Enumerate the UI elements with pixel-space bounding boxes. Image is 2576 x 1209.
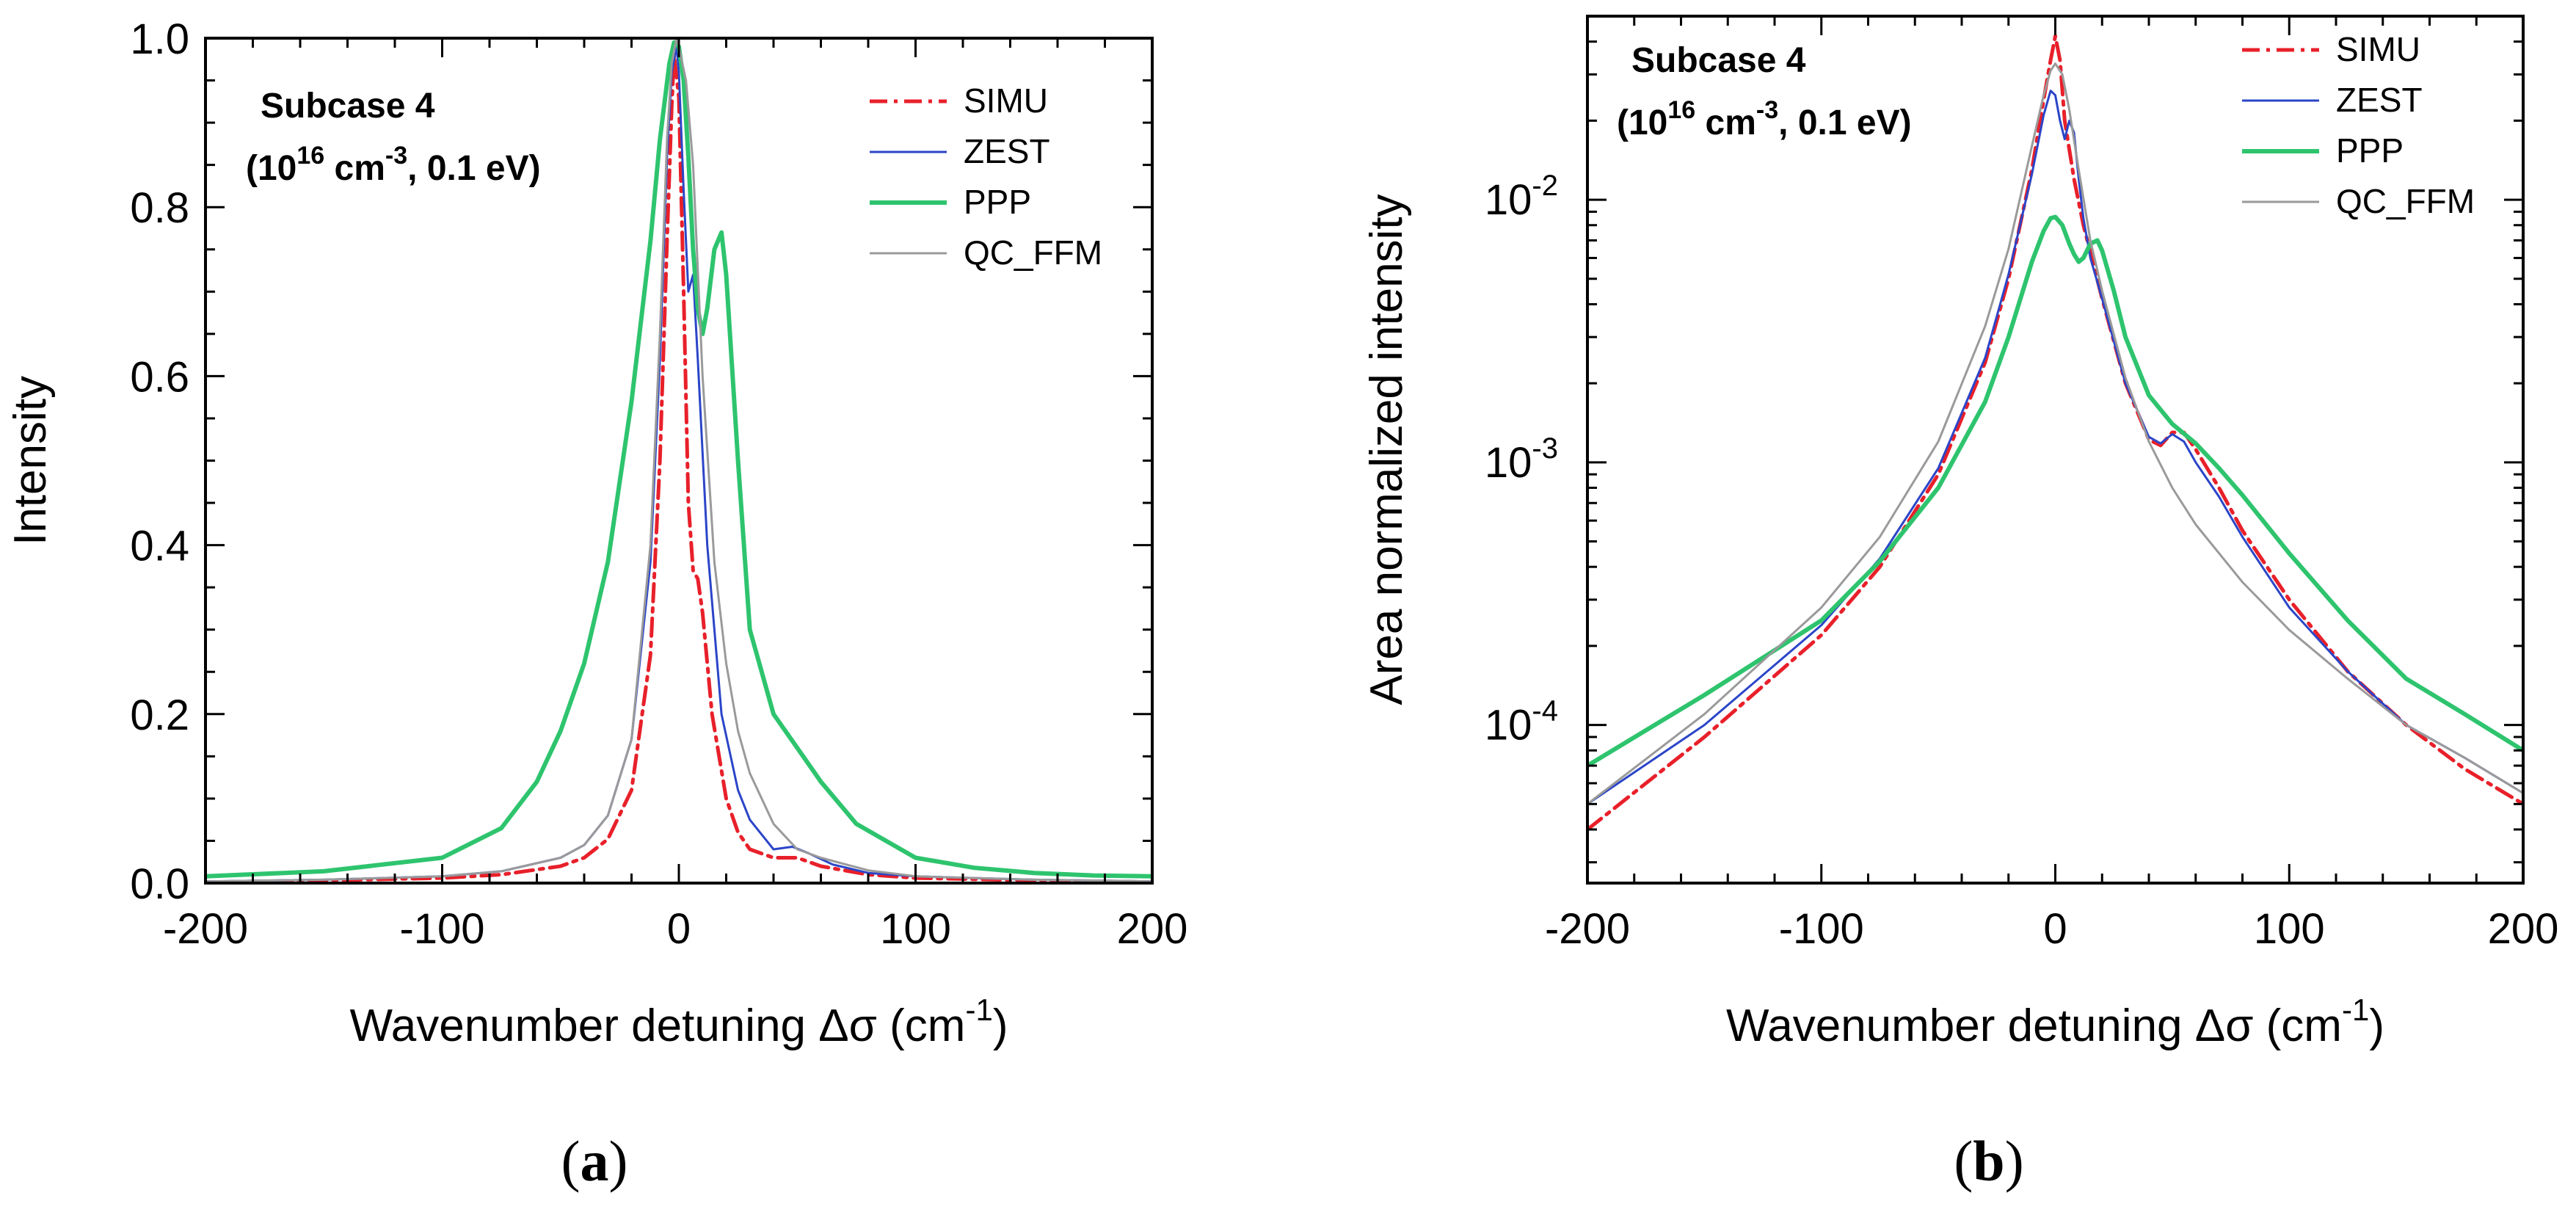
series-group [205, 38, 1152, 883]
series-zest-line [1587, 90, 2523, 805]
y-tick-label: 10-3 [1485, 432, 1558, 487]
x-tick-label: 100 [2254, 905, 2325, 953]
x-tick-label: 200 [2488, 905, 2559, 953]
x-tick-label: -200 [163, 905, 248, 953]
legend-label-ppp: PPP [2336, 131, 2404, 170]
legend-label-qc-ffm: QC_FFM [964, 233, 1102, 272]
subfigure-caption: (b) [1954, 1129, 2023, 1193]
y-tick-label: 0.8 [130, 184, 189, 232]
y-tick-label: 1.0 [130, 15, 189, 63]
annotation-title: Subcase 4 [1631, 41, 1806, 80]
x-tick-label: -100 [399, 905, 484, 953]
y-tick-label: 0.0 [130, 860, 189, 908]
legend-label-ppp: PPP [964, 183, 1031, 221]
y-tick-label: 0.2 [130, 691, 189, 739]
series-qc-ffm-line [1587, 62, 2523, 805]
y-tick-label: 0.6 [130, 353, 189, 401]
subfigure-caption: (a) [561, 1129, 628, 1193]
series-group [1587, 34, 2523, 832]
series-ppp-line [205, 40, 1152, 879]
x-axis-label: Wavenumber detuning Δσ (cm-1) [350, 992, 1008, 1051]
legend-label-simu: SIMU [964, 81, 1048, 120]
chart-b: -200 -100 0 100 200 10-4 10-3 10-2 Wavenumber de… [1361, 15, 2559, 1193]
annotation-params: (1016 cm-3, 0.1 eV) [1617, 96, 1912, 142]
y-tick-label: 0.4 [130, 523, 189, 570]
series-simu-line [205, 53, 1152, 883]
legend: SIMU ZEST PPP QC_FFM [870, 81, 1102, 272]
legend-label-simu: SIMU [2336, 30, 2420, 68]
legend-label-zest: ZEST [2336, 81, 2423, 119]
series-qc-ffm-line [205, 38, 1152, 883]
x-tick-label: 200 [1117, 905, 1188, 953]
x-tick-label: 0 [667, 905, 691, 953]
annotation-title: Subcase 4 [261, 87, 435, 126]
y-axis-label: Intensity [5, 376, 56, 545]
x-tick-label: 100 [880, 905, 951, 953]
x-tick-label: 0 [2043, 905, 2067, 953]
y-axis-label: Area normalized intensity [1361, 194, 1412, 705]
annotation-params: (1016 cm-3, 0.1 eV) [246, 142, 541, 188]
series-ppp-line [1587, 214, 2523, 768]
legend-label-qc-ffm: QC_FFM [2336, 182, 2475, 220]
legend: SIMU ZEST PPP QC_FFM [2242, 30, 2475, 220]
legend-label-zest: ZEST [964, 132, 1050, 170]
x-tick-label: -100 [1779, 905, 1864, 953]
x-tick-label: -200 [1545, 905, 1630, 953]
y-tick-label: 10-2 [1485, 170, 1558, 224]
y-tick-label: 10-4 [1485, 695, 1558, 749]
chart-a: -200 -100 0 100 200 0.0 0.2 0.4 0.6 0.8 1.0 Wavenum… [5, 15, 1187, 1193]
series-simu-line [1587, 34, 2523, 832]
x-axis-label: Wavenumber detuning Δσ (cm-1) [1726, 992, 2384, 1051]
